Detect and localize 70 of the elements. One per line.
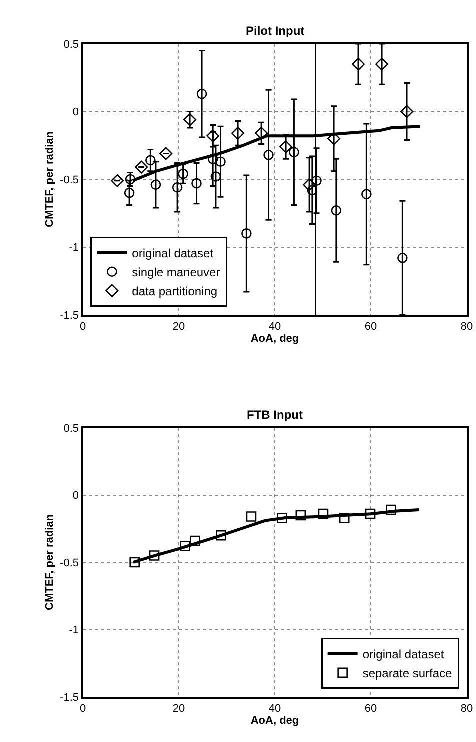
point — [400, 105, 414, 118]
point — [280, 140, 293, 154]
point — [178, 168, 188, 180]
chart-title: Pilot Input — [246, 24, 305, 38]
y-tick-label: -1 — [69, 624, 80, 637]
point — [398, 252, 408, 264]
point — [190, 536, 200, 546]
y-axis-title: CMTEF, per radian — [44, 131, 56, 228]
point — [296, 510, 306, 521]
point — [352, 58, 366, 71]
x-tick-label: 40 — [268, 702, 282, 715]
y-tick-label: -0.5 — [60, 174, 80, 186]
point — [386, 504, 396, 516]
chart-title: FTB Input — [247, 408, 303, 422]
x-tick-label: 60 — [364, 320, 378, 333]
y-tick-label: 0 — [72, 106, 80, 119]
point — [210, 172, 222, 182]
point — [146, 155, 156, 166]
point — [255, 126, 268, 140]
y-tick-label: 0.5 — [64, 38, 80, 51]
x-tick-label: 80 — [460, 702, 474, 715]
point — [160, 147, 173, 160]
point — [277, 512, 288, 524]
y-tick-label: -0.5 — [60, 557, 80, 570]
y-tick-label: -1.5 — [60, 310, 80, 322]
point — [172, 182, 183, 193]
x-tick-label: 40 — [268, 320, 282, 333]
point — [303, 178, 316, 192]
point — [365, 508, 376, 520]
legend-label: original dataset — [132, 246, 214, 261]
x-axis-title: AoA, deg — [250, 714, 300, 727]
point — [196, 88, 208, 100]
point — [362, 189, 372, 200]
point — [331, 206, 342, 216]
point — [339, 512, 350, 524]
point — [135, 160, 148, 174]
legend-label: original dataset — [362, 648, 445, 662]
point — [180, 541, 190, 552]
point — [216, 156, 226, 168]
legend-label: separate surface — [362, 666, 453, 681]
point — [264, 150, 274, 160]
y-axis-title: CMTEF, per radian — [44, 514, 56, 610]
y-tick-label: 0 — [72, 490, 80, 502]
point — [206, 130, 220, 143]
x-tick-label: 80 — [460, 320, 474, 333]
point — [149, 550, 160, 561]
y-tick-label: 0.5 — [64, 422, 80, 435]
legend-label: data partitioning — [132, 284, 218, 299]
point — [242, 228, 252, 239]
point — [232, 126, 245, 140]
point — [216, 530, 226, 541]
x-tick-label: 20 — [172, 702, 186, 715]
point — [192, 178, 202, 189]
y-tick-label: -1.5 — [60, 692, 80, 704]
point — [246, 512, 257, 522]
point — [130, 557, 140, 568]
y-tick-label: -1 — [69, 242, 80, 254]
point — [125, 174, 136, 185]
x-tick-label: 20 — [172, 320, 186, 333]
x-tick-label: 60 — [364, 702, 378, 715]
point — [111, 174, 124, 188]
point — [328, 132, 341, 146]
point — [124, 188, 135, 198]
point — [184, 113, 197, 126]
point — [376, 58, 389, 71]
point — [150, 180, 162, 190]
legend-label: single maneuver — [132, 266, 220, 280]
point — [289, 147, 300, 158]
x-axis-title: AoA, deg — [250, 332, 300, 345]
point — [318, 508, 329, 520]
